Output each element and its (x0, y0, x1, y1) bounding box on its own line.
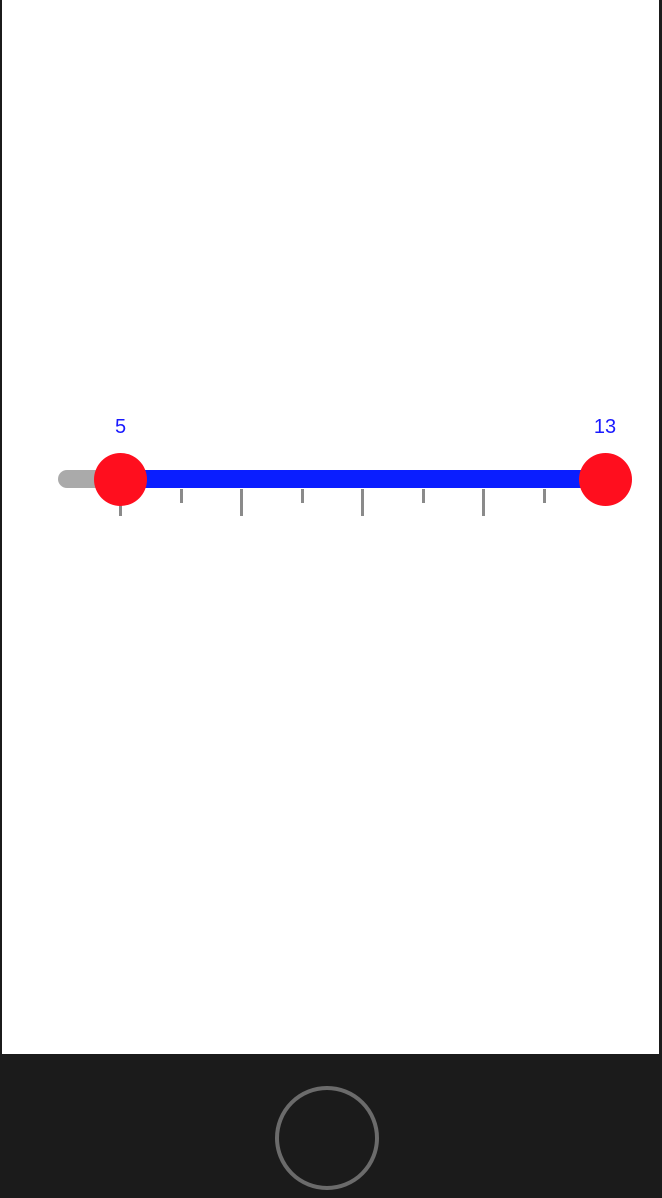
home-button-icon[interactable] (275, 1086, 379, 1190)
slider-tick (542, 489, 546, 503)
slider-tick (240, 489, 244, 516)
slider-tick (361, 489, 365, 516)
slider-tick (300, 489, 304, 503)
app-screen: 5 13 (2, 0, 659, 1054)
high-thumb[interactable] (578, 453, 632, 506)
slider-selected-range (120, 470, 605, 488)
range-slider[interactable]: 5 13 (58, 410, 638, 530)
slider-tick (421, 489, 425, 503)
high-value-label: 13 (593, 416, 617, 438)
slider-tick (179, 489, 183, 503)
home-bar (0, 1054, 662, 1198)
slider-tick (482, 489, 486, 516)
low-value-label: 5 (114, 416, 127, 438)
low-thumb[interactable] (94, 453, 148, 506)
